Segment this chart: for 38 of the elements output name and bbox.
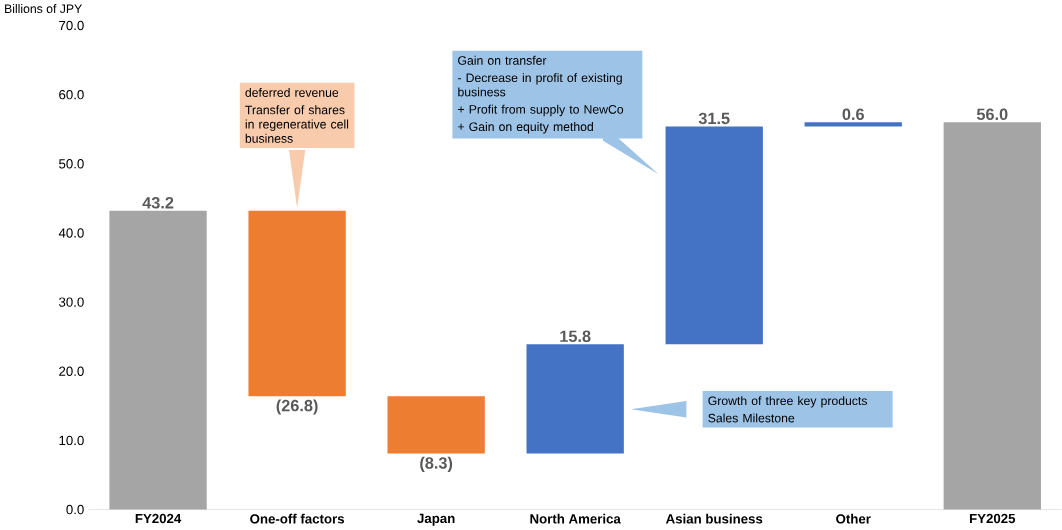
x-tick-label: Japan [417,513,455,526]
annotation: + Profit from supply to NewCo [458,104,624,117]
bar [804,122,902,127]
data-label: (8.3) [420,456,453,473]
y-tick-label: 60.0 [59,90,84,100]
bar [109,210,207,510]
y-tick-label: 0.0 [66,504,84,515]
bar [943,122,1041,510]
x-tick-label: Asian business [665,513,763,524]
x-tick-label: Other [836,513,871,524]
annotation: + Gain on equity method [458,122,593,134]
y-tick-label: 40.0 [58,228,84,238]
y-tick-label: 20.0 [59,366,84,377]
x-tick-label: North America [530,513,621,524]
annotation: Gain on transfer [458,55,547,65]
annotation: deferred revenue [245,88,339,98]
bar [387,396,485,454]
data-label: 15.8 [560,330,591,343]
data-label: (26.8) [276,399,318,415]
bar [248,210,346,397]
y-axis-title: Billions of JPY [5,4,82,14]
bar [665,126,763,345]
y-tick-label: 30.0 [59,297,84,307]
x-tick-label: FY2025 [969,513,1016,524]
annotation: Transfer of shares in regenerative cell business [245,105,349,143]
data-label: 56.0 [976,108,1008,121]
annotation: - Decrease in profit of existing business [458,73,622,97]
data-label: 0.6 [842,108,864,121]
annotation: Sales Milestone [708,413,795,423]
x-tick-label: FY2024 [135,513,182,524]
data-label: 43.2 [142,197,174,209]
y-tick-label: 70.0 [59,20,84,31]
y-tick-label: 50.0 [59,159,84,169]
x-tick-label: One-off factors [250,513,345,524]
data-label: 31.5 [698,112,730,125]
annotation: Growth of three key products [708,396,868,408]
bar [526,344,624,454]
y-tick-label: 10.0 [59,435,84,446]
